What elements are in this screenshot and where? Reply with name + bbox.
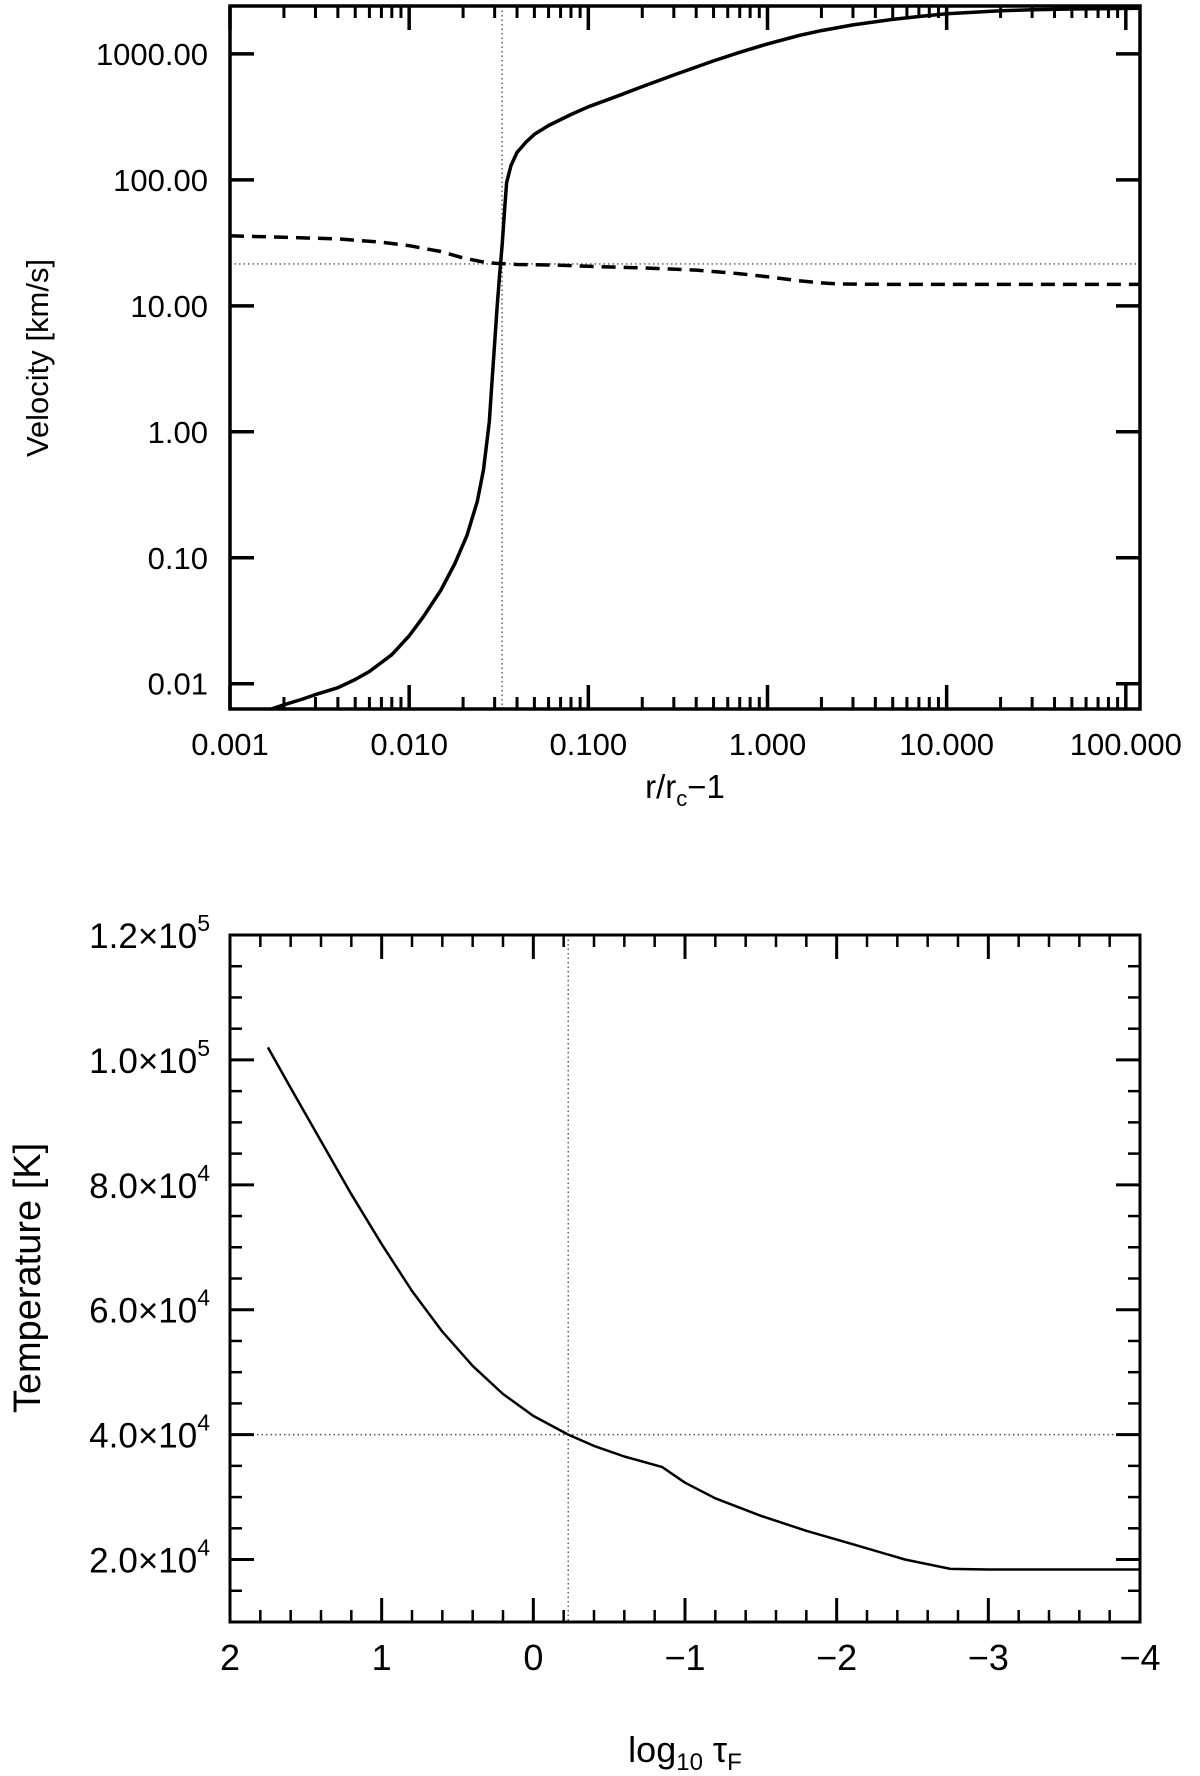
y-tick-label: 2.0×104 <box>89 1535 210 1581</box>
x-tick-label: −1 <box>664 1637 705 1678</box>
x-tick-label: −4 <box>1119 1637 1160 1678</box>
x-tick-label: 100.000 <box>1070 727 1182 762</box>
y-tick-label: 1000.00 <box>96 37 208 72</box>
x-tick-label: −3 <box>968 1637 1009 1678</box>
velocity-plot-frame <box>228 4 1142 711</box>
velocity-series-solid <box>270 6 1141 711</box>
x-tick-label: 1 <box>372 1637 392 1678</box>
y-tick-label: 10.00 <box>130 289 208 324</box>
velocity-tick-marks <box>228 6 1140 709</box>
x-tick-label: 0.100 <box>550 727 628 762</box>
temperature-x-axis-label: log10 τF <box>628 1729 742 1776</box>
y-tick-label: 0.10 <box>148 541 208 576</box>
y-tick-label: 100.00 <box>113 163 208 198</box>
x-tick-label: 2 <box>220 1637 240 1678</box>
y-tick-label: 1.0×105 <box>89 1035 210 1081</box>
temperature-tick-labels: 2 1 0 −1 −2 −3 −4 2.0×104 4.0×104 6.0×104 8.0×104 1… <box>89 910 1160 1678</box>
x-tick-label: 0 <box>523 1637 543 1678</box>
x-tick-label: −2 <box>816 1637 857 1678</box>
y-tick-label: 8.0×104 <box>89 1160 210 1206</box>
y-tick-label: 6.0×104 <box>89 1285 210 1331</box>
velocity-y-axis-label: Velocity [km/s] <box>20 259 55 457</box>
velocity-chart: 0.001 0.010 0.100 1.000 10.000 100.000 0.01 0.1… <box>20 4 1182 811</box>
temperature-chart: 2 1 0 −1 −2 −3 −4 2.0×104 4.0×104 6.0×104 8.0×104 1… <box>7 910 1161 1776</box>
temperature-y-axis-label: Temperature [K] <box>7 1143 49 1413</box>
temperature-tick-marks <box>230 935 1140 1622</box>
y-tick-label: 0.01 <box>148 667 208 702</box>
y-tick-label: 1.00 <box>148 415 208 450</box>
y-tick-label: 1.2×105 <box>89 910 210 956</box>
temperature-plot-frame <box>228 933 1142 1624</box>
y-tick-label: 4.0×104 <box>89 1410 210 1456</box>
velocity-series-dashed <box>229 234 1140 287</box>
velocity-x-axis-label: r/rc−1 <box>645 768 725 811</box>
temperature-series <box>266 1046 1140 1571</box>
x-tick-label: 0.010 <box>370 727 448 762</box>
x-tick-label: 1.000 <box>729 727 807 762</box>
x-tick-label: 0.001 <box>191 727 269 762</box>
x-tick-label: 10.000 <box>899 727 994 762</box>
velocity-tick-labels: 0.001 0.010 0.100 1.000 10.000 100.000 0.01 0.1… <box>96 37 1182 762</box>
